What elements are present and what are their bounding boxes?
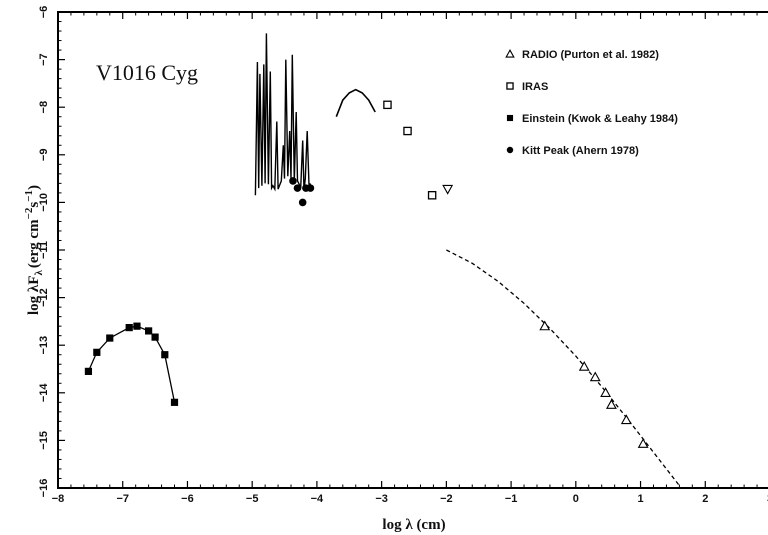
- legend-radio-label: RADIO (Purton et al. 1982): [522, 49, 659, 61]
- radio-point: [620, 414, 632, 425]
- x-tick-label: −4: [311, 493, 324, 505]
- x-tick-label: −7: [116, 493, 129, 505]
- legend-kitt-peak-marker: [506, 146, 514, 154]
- optical-spectrum-line: [254, 33, 312, 196]
- dust-emission-curve: [335, 88, 376, 117]
- radio-point: [605, 399, 617, 409]
- y-tick-label: −12: [38, 288, 50, 307]
- y-title-mid: (erg cm: [26, 219, 42, 268]
- y-tick-label: −8: [38, 101, 50, 114]
- x-tick-label: −3: [375, 493, 388, 505]
- radio-upper-limit-point: [442, 184, 454, 195]
- y-tick-label: −11: [38, 241, 50, 259]
- einstein-point: [125, 323, 133, 332]
- x-tick-label: 3: [767, 493, 768, 505]
- kitt-peak-point: [298, 198, 307, 207]
- einstein-connecting-line: [87, 325, 176, 403]
- kitt-peak-point: [306, 184, 315, 192]
- y-tick-label: −15: [38, 431, 50, 450]
- legend-iras-marker: [506, 82, 514, 90]
- x-tick-label: 2: [702, 493, 708, 505]
- x-tick-label: −2: [440, 493, 453, 505]
- einstein-point: [106, 334, 114, 342]
- iras-point: [427, 191, 437, 200]
- legend-iras-label: IRAS: [522, 81, 548, 93]
- legend: RADIO (Purton et al. 1982) IRAS Einstein (…: [505, 49, 678, 157]
- axis-ticks: −8−7−6−5−4−3−2−10123−16−15−14−13−12−11−1…: [38, 6, 768, 505]
- y-axis-title: log λFλ (erg cm−2s−1): [23, 185, 45, 315]
- legend-radio-marker: [505, 49, 515, 58]
- radio-fit-dashed-line: [446, 249, 680, 486]
- radio-point: [637, 438, 649, 448]
- x-tick-label: 0: [573, 493, 579, 505]
- kitt-peak-point: [289, 177, 297, 185]
- x-axis-title: log λ (cm): [382, 517, 445, 533]
- y-title-sup1: −2: [23, 207, 35, 219]
- y-tick-label: −7: [38, 53, 50, 66]
- einstein-point: [145, 327, 153, 335]
- iras-point: [383, 100, 392, 110]
- markers-layer: [84, 100, 649, 448]
- einstein-point: [161, 351, 169, 359]
- x-tick-label: −1: [505, 493, 518, 505]
- y-title-mid2: s: [26, 202, 42, 208]
- einstein-point: [84, 367, 93, 375]
- x-tick-label: −8: [52, 493, 65, 505]
- x-tick-label: 1: [637, 493, 643, 505]
- kitt-peak-point: [293, 184, 302, 192]
- einstein-point: [93, 348, 101, 356]
- legend-einstein-marker: [506, 114, 514, 122]
- y-tick-label: −16: [38, 479, 50, 498]
- einstein-point: [151, 333, 159, 341]
- radio-point: [578, 360, 590, 371]
- radio-point: [600, 387, 612, 397]
- y-title-post: ): [26, 185, 42, 190]
- einstein-point: [170, 398, 179, 406]
- y-title-sub: λ: [33, 270, 45, 276]
- legend-einstein-label: Einstein (Kwok & Leahy 1984): [522, 113, 678, 125]
- y-tick-label: −6: [38, 6, 50, 19]
- iras-point: [403, 126, 412, 136]
- y-tick-label: −9: [38, 149, 50, 162]
- y-title-sup2: −1: [23, 190, 35, 202]
- y-tick-label: −10: [38, 193, 50, 212]
- y-tick-label: −14: [38, 383, 50, 403]
- radio-point: [589, 371, 601, 382]
- y-title-pre: log λF: [26, 276, 42, 315]
- einstein-point: [133, 322, 141, 330]
- legend-kitt-peak-label: Kitt Peak (Ahern 1978): [522, 145, 639, 157]
- x-tick-label: −6: [181, 493, 194, 505]
- radio-point: [539, 320, 551, 331]
- x-tick-label: −5: [246, 493, 259, 505]
- y-tick-label: −13: [38, 336, 50, 355]
- star-name-annotation: V1016 Cyg: [96, 60, 198, 85]
